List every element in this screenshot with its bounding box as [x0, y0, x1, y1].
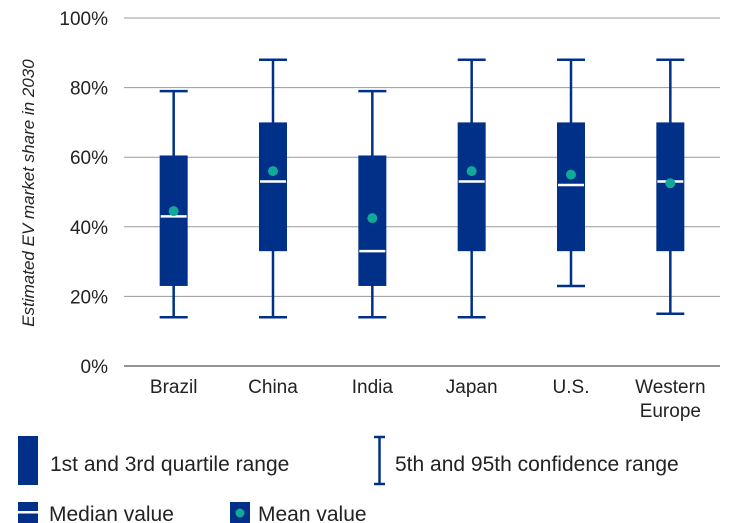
mean-dot: [268, 166, 278, 177]
box-3: [457, 58, 486, 319]
x-tick-label: India: [352, 377, 394, 398]
gridlines: [124, 17, 720, 367]
x-tick-label: Brazil: [150, 377, 198, 398]
legend-quartile-swatch: [18, 436, 38, 485]
mean-dot: [168, 206, 179, 217]
y-tick-label: 80%: [70, 79, 108, 100]
y-tick-label: 40%: [70, 218, 108, 239]
quartile-box: [557, 122, 585, 252]
box-5: [656, 58, 685, 316]
x-tick-label: U.S.: [553, 377, 590, 398]
mean-dot: [367, 213, 378, 224]
box-series: [159, 58, 685, 319]
box-2: [358, 89, 387, 319]
x-tick-label: Western Europe: [635, 377, 705, 422]
y-axis-ticks: 0% 20% 40% 60% 80% 100%: [59, 9, 108, 378]
legend-confidence-swatch: [374, 435, 385, 486]
y-tick-label: 100%: [59, 9, 108, 30]
x-tick-label: Japan: [446, 377, 498, 398]
y-tick-label: 0%: [81, 357, 109, 378]
legend: 1st and 3rd quartile range 5th and 95th …: [18, 435, 679, 523]
legend-mean-label: Mean value: [258, 503, 367, 523]
quartile-box: [457, 122, 486, 252]
mean-dot: [466, 166, 477, 177]
y-tick-label: 60%: [70, 148, 108, 169]
quartile-box: [259, 122, 287, 252]
x-axis-labels: Brazil China India Japan U.S. Western Europe: [150, 377, 706, 422]
legend-quartile-label: 1st and 3rd quartile range: [50, 453, 289, 476]
box-1: [259, 58, 287, 319]
x-tick-label: China: [248, 377, 298, 398]
y-tick-label: 20%: [70, 287, 108, 308]
quartile-box: [159, 155, 188, 286]
box-4: [557, 58, 585, 288]
mean-dot: [566, 169, 576, 180]
y-axis-label: Estimated EV market share in 2030: [19, 59, 38, 327]
legend-mean-dot: [235, 508, 245, 518]
legend-median-label: Median value: [49, 503, 174, 523]
mean-dot: [665, 178, 676, 189]
legend-confidence-label: 5th and 95th confidence range: [395, 453, 679, 476]
legend-median-line: [18, 511, 38, 514]
box-0: [159, 89, 188, 319]
